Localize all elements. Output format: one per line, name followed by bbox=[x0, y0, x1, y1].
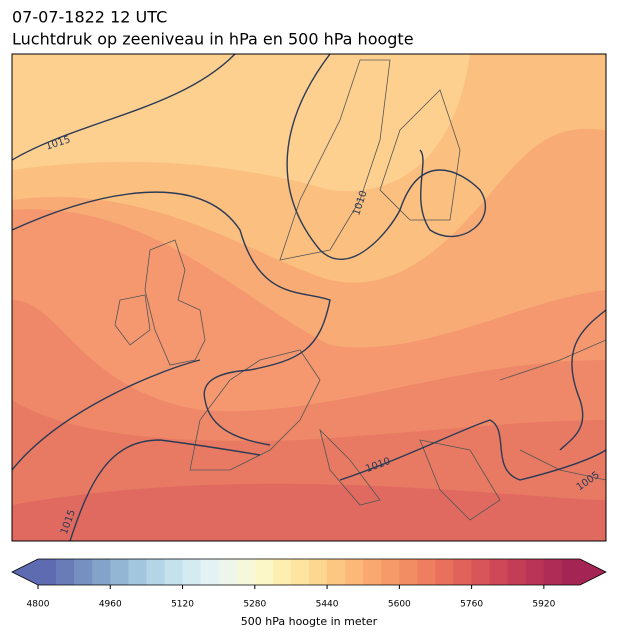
isobar bbox=[339, 419, 606, 481]
colorbar-bin bbox=[74, 559, 93, 585]
colorbar-extend-low bbox=[12, 559, 38, 585]
colorbar-bin bbox=[327, 559, 346, 585]
coastline bbox=[419, 439, 501, 521]
height-band bbox=[12, 483, 606, 541]
colorbar-bin bbox=[345, 559, 364, 585]
colorbar-bin bbox=[525, 559, 545, 585]
colorbar-tick-label: 4800 bbox=[27, 600, 50, 610]
colorbar-bin bbox=[128, 559, 147, 585]
colorbar-bin bbox=[363, 559, 382, 585]
colorbar-bin bbox=[453, 559, 473, 585]
colorbar-bin bbox=[164, 559, 184, 585]
colorbar-bin bbox=[146, 559, 165, 585]
colorbar-bin bbox=[200, 559, 220, 585]
isobar bbox=[12, 54, 236, 161]
colorbar-bin bbox=[290, 559, 310, 585]
colorbar-tick-label: 5760 bbox=[460, 600, 483, 610]
isobar bbox=[69, 439, 261, 541]
colorbar-bin bbox=[489, 559, 509, 585]
colorbar-frame bbox=[11, 558, 607, 586]
isobar bbox=[286, 54, 487, 260]
colorbar-bin bbox=[435, 559, 455, 585]
colorbar-bin bbox=[561, 559, 581, 585]
colorbar-bin bbox=[543, 559, 563, 585]
colorbar-tick-label: 5280 bbox=[243, 600, 266, 610]
colorbar-bin bbox=[417, 559, 436, 585]
coastline bbox=[499, 339, 606, 481]
coastline bbox=[114, 294, 151, 346]
colorbar-bin bbox=[272, 559, 292, 585]
colorbar-bin bbox=[182, 559, 202, 585]
coastline bbox=[379, 89, 461, 221]
title-description: Luchtdruk op zeeniveau in hPa en 500 hPa… bbox=[12, 30, 414, 49]
coastline bbox=[144, 239, 206, 366]
colorbar-tick-label: 5600 bbox=[388, 600, 411, 610]
colorbar-tick-label: 5440 bbox=[316, 600, 339, 610]
colorbar-bin bbox=[218, 559, 238, 585]
colorbar-bin bbox=[236, 559, 256, 585]
colorbar-bin bbox=[110, 559, 129, 585]
colorbar-bin bbox=[309, 559, 328, 585]
map-frame bbox=[11, 53, 607, 542]
colorbar-bin bbox=[38, 559, 57, 585]
coastline bbox=[319, 428, 381, 506]
colorbar-bin bbox=[507, 559, 527, 585]
colorbar-bin bbox=[381, 559, 400, 585]
isobar bbox=[559, 309, 606, 451]
colorbar-bin bbox=[471, 559, 491, 585]
colorbar-extend-high bbox=[580, 559, 606, 585]
colorbar-bin bbox=[56, 559, 75, 585]
colorbar-bin bbox=[254, 559, 274, 585]
colorbar-tick-label: 5920 bbox=[532, 600, 555, 610]
colorbar-tick-label: 5120 bbox=[171, 600, 194, 610]
colorbar-label: 500 hPa hoogte in meter bbox=[241, 615, 378, 628]
title-date: 07-07-1822 12 UTC bbox=[12, 8, 167, 27]
coastline bbox=[279, 59, 391, 261]
colorbar-bin bbox=[92, 559, 111, 585]
colorbar-bin bbox=[399, 559, 418, 585]
isobar bbox=[12, 359, 201, 471]
isobar bbox=[12, 191, 331, 446]
colorbar-tick-label: 4960 bbox=[99, 600, 122, 610]
